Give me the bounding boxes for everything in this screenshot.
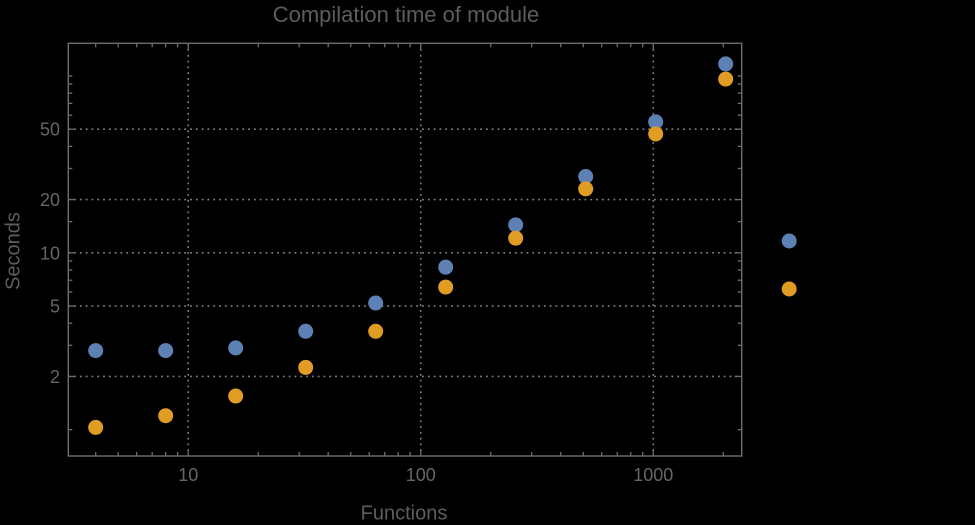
data-point-series-1-blue-x128	[438, 259, 454, 275]
x-tick-label: 100	[406, 465, 436, 485]
x-axis-label: Functions	[360, 502, 448, 525]
x-tick-label: 10	[178, 465, 198, 485]
data-point-series-2-orange-x8	[158, 408, 174, 424]
data-point-series-2-orange-x1024	[648, 126, 664, 142]
x-tick-label: 1000	[633, 465, 673, 485]
data-point-series-1-blue-x512	[578, 169, 594, 185]
data-point-series-1-blue-x64	[368, 295, 384, 311]
series-1-blue-points	[88, 56, 734, 359]
chart-title: Compilation time of module	[272, 2, 540, 27]
gridlines	[68, 43, 742, 456]
data-point-series-2-orange-x2048	[718, 71, 734, 87]
tick-labels: 10 100 1000 2 5 10 20 50	[40, 120, 673, 485]
legend-marker-1	[781, 233, 797, 249]
y-tick-label: 10	[40, 243, 60, 263]
y-tick-label: 5	[50, 297, 60, 317]
data-point-series-2-orange-x256	[508, 230, 524, 246]
data-point-series-1-blue-x2048	[718, 56, 734, 72]
data-point-series-2-orange-x512	[578, 181, 594, 197]
data-point-series-1-blue-x16	[228, 340, 244, 356]
legend-marker-2	[781, 281, 797, 297]
data-point-series-1-blue-x32	[298, 323, 314, 339]
data-point-series-2-orange-x128	[438, 279, 454, 295]
y-tick-label: 20	[40, 190, 60, 210]
data-point-series-2-orange-x4	[88, 419, 104, 435]
data-point-series-1-blue-x4	[88, 343, 104, 359]
data-point-series-2-orange-x64	[368, 323, 384, 339]
data-point-series-2-orange-x16	[228, 388, 244, 404]
y-tick-label: 2	[50, 367, 60, 387]
data-point-series-2-orange-x32	[298, 359, 314, 375]
series-2-orange-points	[88, 71, 734, 435]
data-point-series-1-blue-x8	[158, 343, 174, 359]
y-tick-label: 50	[40, 120, 60, 140]
plot-frame	[67, 42, 743, 457]
data-point-series-1-blue-x256	[508, 217, 524, 233]
axis-ticks	[68, 43, 742, 456]
data-point-series-1-blue-x1024	[648, 114, 664, 130]
legend	[781, 233, 797, 297]
